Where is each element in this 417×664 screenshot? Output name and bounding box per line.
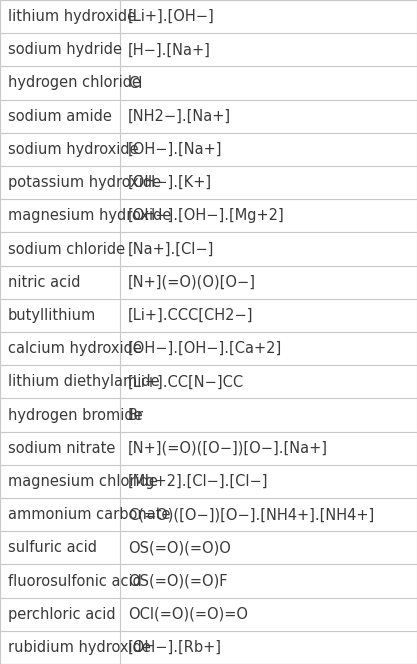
Text: hydrogen chloride: hydrogen chloride bbox=[8, 76, 141, 90]
Text: butyllithium: butyllithium bbox=[8, 308, 96, 323]
Text: [Mg+2].[Cl−].[Cl−]: [Mg+2].[Cl−].[Cl−] bbox=[128, 474, 269, 489]
Text: Cl: Cl bbox=[128, 76, 142, 90]
Text: lithium hydroxide: lithium hydroxide bbox=[8, 9, 136, 24]
Text: sodium amide: sodium amide bbox=[8, 109, 112, 124]
Text: hydrogen bromide: hydrogen bromide bbox=[8, 408, 143, 422]
Text: rubidium hydroxide: rubidium hydroxide bbox=[8, 640, 151, 655]
Text: calcium hydroxide: calcium hydroxide bbox=[8, 341, 142, 356]
Text: magnesium hydroxide: magnesium hydroxide bbox=[8, 208, 171, 223]
Text: [NH2−].[Na+]: [NH2−].[Na+] bbox=[128, 109, 231, 124]
Text: perchloric acid: perchloric acid bbox=[8, 607, 116, 622]
Text: sodium nitrate: sodium nitrate bbox=[8, 441, 116, 456]
Text: OS(=O)(=O)O: OS(=O)(=O)O bbox=[128, 540, 231, 555]
Text: [OH−].[OH−].[Ca+2]: [OH−].[OH−].[Ca+2] bbox=[128, 341, 282, 356]
Text: [Li+].CC[N−]CC: [Li+].CC[N−]CC bbox=[128, 374, 244, 389]
Text: sodium hydride: sodium hydride bbox=[8, 42, 122, 57]
Text: nitric acid: nitric acid bbox=[8, 275, 80, 290]
Text: [Na+].[Cl−]: [Na+].[Cl−] bbox=[128, 242, 214, 256]
Text: [N+](=O)(O)[O−]: [N+](=O)(O)[O−] bbox=[128, 275, 256, 290]
Text: lithium diethylamide: lithium diethylamide bbox=[8, 374, 160, 389]
Text: [OH−].[Rb+]: [OH−].[Rb+] bbox=[128, 640, 222, 655]
Text: [OH−].[OH−].[Mg+2]: [OH−].[OH−].[Mg+2] bbox=[128, 208, 285, 223]
Text: OCl(=O)(=O)=O: OCl(=O)(=O)=O bbox=[128, 607, 248, 622]
Text: potassium hydroxide: potassium hydroxide bbox=[8, 175, 161, 190]
Text: Br: Br bbox=[128, 408, 144, 422]
Text: sulfuric acid: sulfuric acid bbox=[8, 540, 97, 555]
Text: [OH−].[Na+]: [OH−].[Na+] bbox=[128, 142, 223, 157]
Text: ammonium carbonate: ammonium carbonate bbox=[8, 507, 171, 522]
Text: [Li+].[OH−]: [Li+].[OH−] bbox=[128, 9, 215, 24]
Text: [H−].[Na+]: [H−].[Na+] bbox=[128, 42, 211, 57]
Text: [N+](=O)([O−])[O−].[Na+]: [N+](=O)([O−])[O−].[Na+] bbox=[128, 441, 328, 456]
Text: [Li+].CCC[CH2−]: [Li+].CCC[CH2−] bbox=[128, 308, 254, 323]
Text: C(=O)([O−])[O−].[NH4+].[NH4+]: C(=O)([O−])[O−].[NH4+].[NH4+] bbox=[128, 507, 374, 522]
Text: [OH−].[K+]: [OH−].[K+] bbox=[128, 175, 212, 190]
Text: magnesium chloride: magnesium chloride bbox=[8, 474, 158, 489]
Text: fluorosulfonic acid: fluorosulfonic acid bbox=[8, 574, 142, 588]
Text: sodium hydroxide: sodium hydroxide bbox=[8, 142, 138, 157]
Text: OS(=O)(=O)F: OS(=O)(=O)F bbox=[128, 574, 228, 588]
Text: sodium chloride: sodium chloride bbox=[8, 242, 125, 256]
